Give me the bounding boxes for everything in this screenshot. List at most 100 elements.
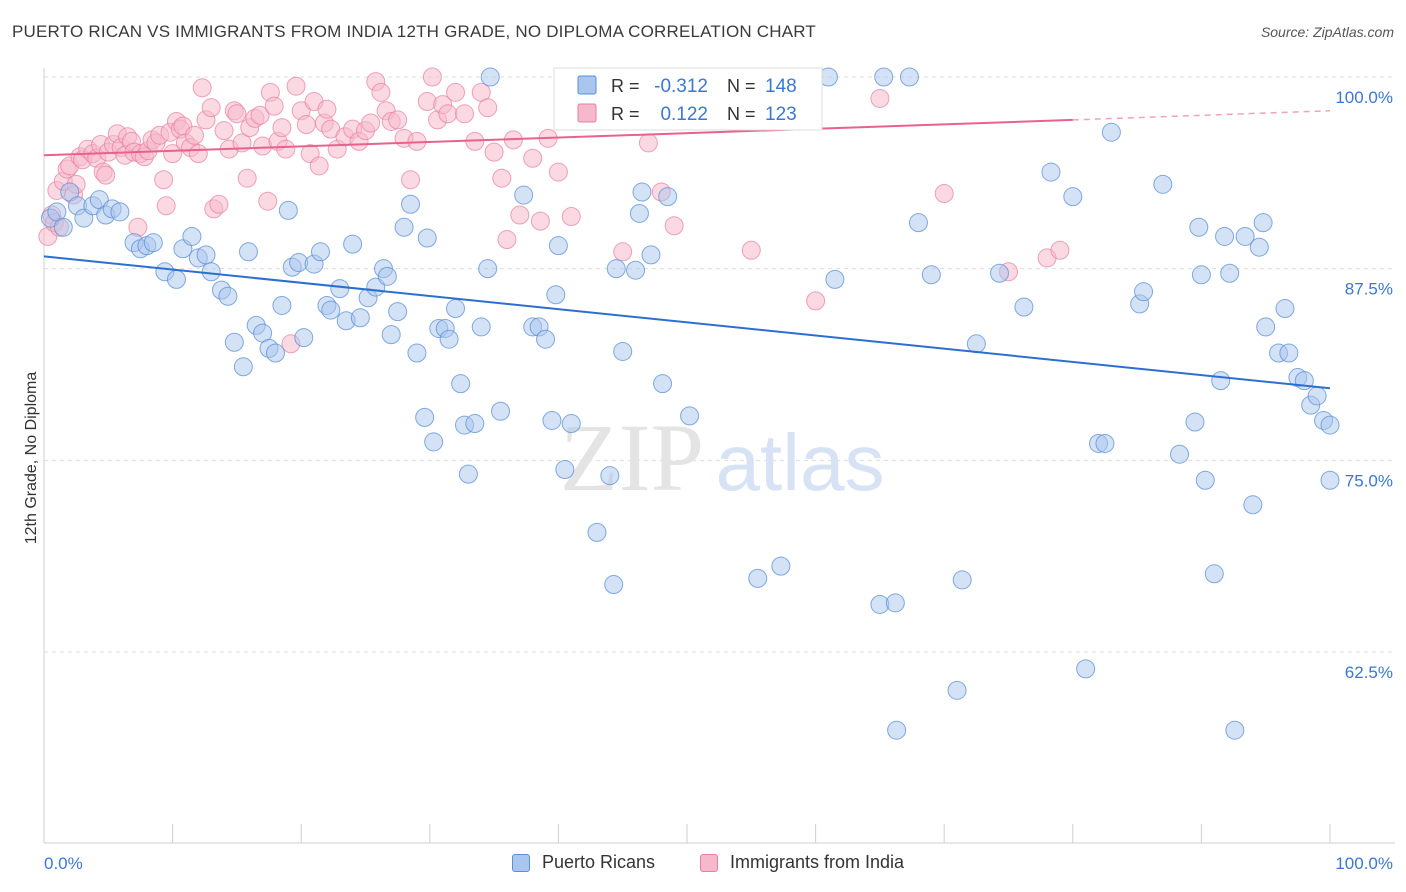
point-immigrants-from-india — [188, 144, 208, 164]
point-puerto-ricans — [1307, 386, 1327, 406]
point-immigrants-from-india — [296, 115, 316, 135]
point-immigrants-from-india — [510, 205, 530, 225]
point-puerto-ricans — [874, 67, 894, 87]
point-puerto-ricans — [1253, 213, 1273, 233]
x-tick-label: 100.0% — [1335, 854, 1393, 873]
point-puerto-ricans — [899, 67, 919, 87]
point-puerto-ricans — [632, 182, 652, 202]
stats-legend-box — [553, 67, 823, 131]
point-puerto-ricans — [1256, 317, 1276, 337]
point-puerto-ricans — [966, 334, 986, 354]
stats-n-label: N = — [727, 76, 756, 96]
point-immigrants-from-india — [258, 191, 278, 211]
point-puerto-ricans — [458, 464, 478, 484]
point-puerto-ricans — [321, 300, 341, 320]
point-immigrants-from-india — [446, 82, 466, 102]
point-puerto-ricans — [1191, 265, 1211, 285]
point-puerto-ricans — [401, 194, 421, 214]
point-immigrants-from-india — [438, 104, 458, 124]
point-puerto-ricans — [424, 432, 444, 452]
point-puerto-ricans — [1170, 444, 1190, 464]
point-immigrants-from-india — [286, 76, 306, 96]
point-puerto-ricans — [604, 575, 624, 595]
y-tick-label: 75.0% — [1345, 471, 1393, 490]
point-puerto-ricans — [1220, 263, 1240, 283]
stats-r-value: 0.122 — [660, 104, 708, 125]
point-puerto-ricans — [143, 233, 163, 253]
point-puerto-ricans — [1320, 470, 1340, 490]
legend-item-immigrants-from-india[interactable]: Immigrants from India — [700, 852, 904, 873]
point-puerto-ricans — [1185, 412, 1205, 432]
point-puerto-ricans — [53, 217, 73, 237]
point-puerto-ricans — [196, 245, 216, 265]
point-puerto-ricans — [1204, 564, 1224, 584]
point-puerto-ricans — [1225, 720, 1245, 740]
point-immigrants-from-india — [484, 142, 504, 162]
legend-swatch-pink — [700, 853, 718, 872]
point-puerto-ricans — [653, 374, 673, 394]
point-puerto-ricans — [388, 302, 408, 322]
point-immigrants-from-india — [227, 104, 247, 124]
point-immigrants-from-india — [163, 144, 183, 164]
point-puerto-ricans — [600, 466, 620, 486]
point-puerto-ricans — [310, 242, 330, 262]
trend-lines — [43, 109, 1331, 390]
point-immigrants-from-india — [934, 184, 954, 204]
point-puerto-ricans — [771, 556, 791, 576]
point-immigrants-from-india — [401, 170, 421, 190]
point-immigrants-from-india — [184, 125, 204, 145]
point-immigrants-from-india — [371, 82, 391, 102]
point-puerto-ricans — [1211, 371, 1231, 391]
y-tick-label: 62.5% — [1345, 663, 1393, 682]
point-puerto-ricans — [629, 203, 649, 223]
stats-r-label: R = — [611, 104, 640, 124]
point-immigrants-from-india — [478, 98, 498, 118]
point-immigrants-from-india — [613, 242, 633, 262]
point-puerto-ricans — [415, 407, 435, 427]
stats-r-label: R = — [611, 76, 640, 96]
point-puerto-ricans — [1153, 174, 1173, 194]
point-puerto-ricans — [350, 308, 370, 328]
point-immigrants-from-india — [209, 194, 229, 214]
point-puerto-ricans — [947, 680, 967, 700]
point-puerto-ricans — [343, 234, 363, 254]
point-puerto-ricans — [626, 260, 646, 280]
point-puerto-ricans — [1095, 433, 1115, 453]
point-puerto-ricans — [330, 279, 350, 299]
point-puerto-ricans — [478, 259, 498, 279]
stats-n-value: 123 — [765, 104, 797, 125]
point-puerto-ricans — [224, 332, 244, 352]
stats-n-value: 148 — [765, 76, 797, 97]
point-immigrants-from-india — [309, 156, 329, 176]
point-puerto-ricans — [491, 401, 511, 421]
point-puerto-ricans — [658, 187, 678, 207]
point-puerto-ricans — [613, 341, 633, 361]
watermark-zip: ZIP — [560, 404, 704, 511]
point-immigrants-from-india — [272, 118, 292, 138]
point-immigrants-from-india — [806, 291, 826, 311]
stats-legend: R = -0.312 N = 148 R = 0.122 N = 123 — [553, 67, 823, 131]
tick-labels: 100.0% 87.5% 75.0% 62.5% 0.0% 100.0% — [44, 88, 1393, 873]
legend-label-immigrants-from-india: Immigrants from India — [730, 852, 905, 872]
point-immigrants-from-india — [276, 139, 296, 159]
point-immigrants-from-india — [96, 165, 116, 185]
point-immigrants-from-india — [741, 240, 761, 260]
point-puerto-ricans — [989, 263, 1009, 283]
point-puerto-ricans — [680, 406, 700, 426]
watermark: ZIP atlas — [560, 404, 884, 511]
point-puerto-ricans — [921, 265, 941, 285]
point-immigrants-from-india — [214, 121, 234, 141]
point-puerto-ricans — [465, 414, 485, 434]
point-puerto-ricans — [1215, 226, 1235, 246]
source-label: Source: ZipAtlas.com — [1260, 24, 1394, 40]
stats-r-value: -0.312 — [654, 76, 708, 97]
point-immigrants-from-india — [870, 88, 890, 108]
point-immigrants-from-india — [492, 168, 512, 188]
legend-item-puerto-ricans[interactable]: Puerto Ricans — [512, 852, 655, 873]
point-puerto-ricans — [641, 245, 661, 265]
point-puerto-ricans — [1275, 299, 1295, 319]
point-immigrants-from-india — [530, 211, 550, 231]
point-puerto-ricans — [561, 414, 581, 434]
point-puerto-ricans — [1195, 470, 1215, 490]
point-immigrants-from-india — [388, 110, 408, 130]
